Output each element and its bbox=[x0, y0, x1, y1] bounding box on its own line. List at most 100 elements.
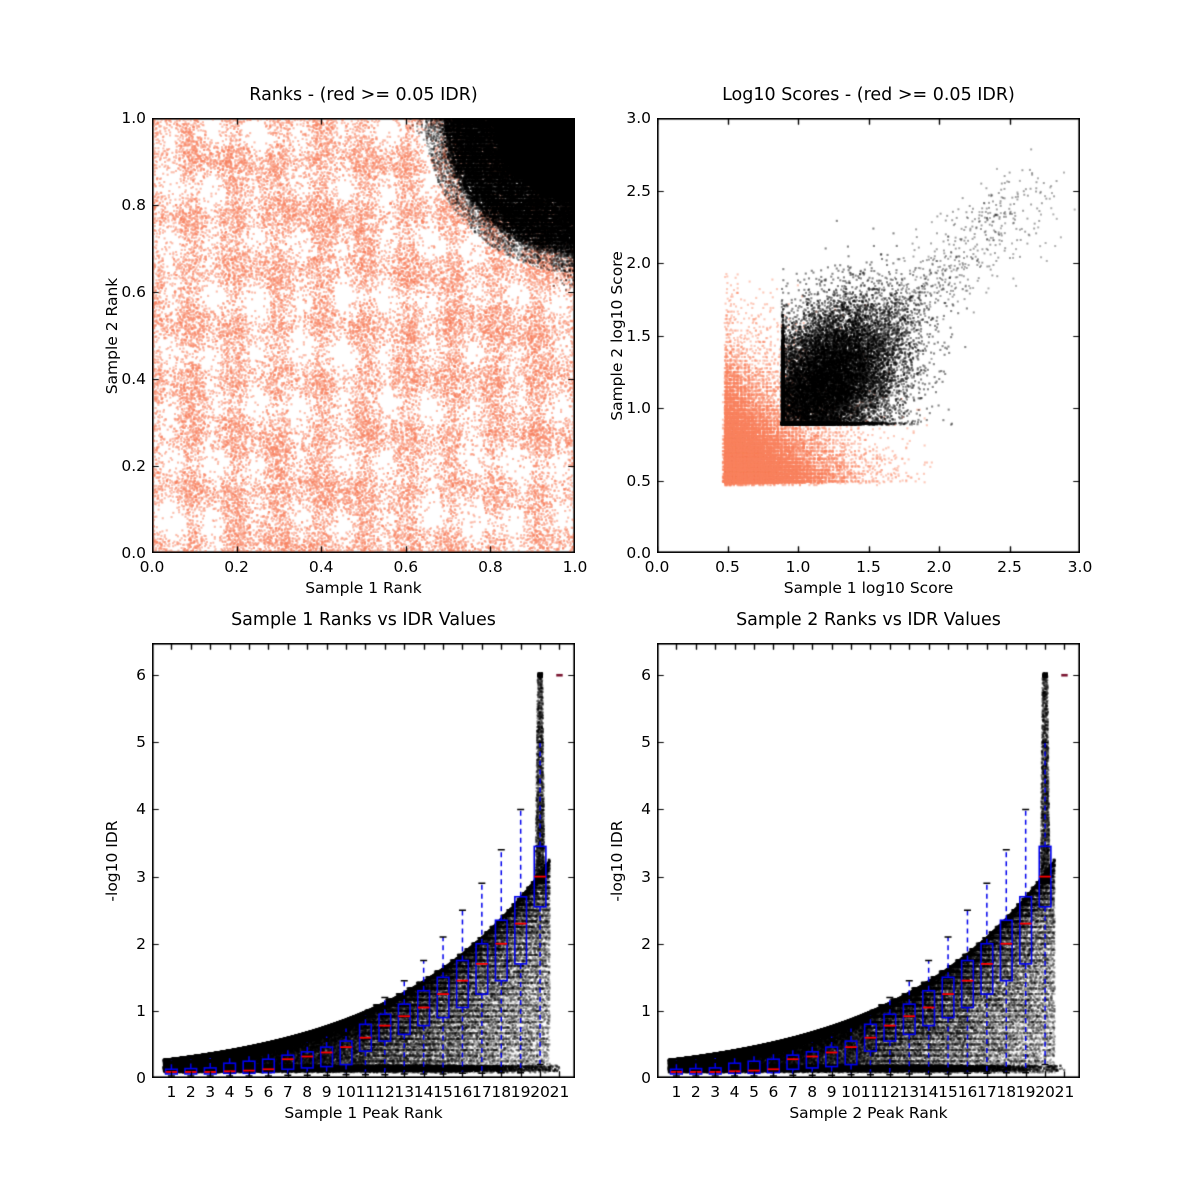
x-tick-label: 3.0 bbox=[1067, 558, 1093, 576]
x-tick-label: 8 bbox=[807, 1083, 818, 1101]
x-tick-label: 19 bbox=[1015, 1083, 1036, 1101]
ranks-scatter-canvas bbox=[152, 118, 575, 553]
y-tick-label: 3.0 bbox=[626, 109, 651, 127]
x-tick-label: 5 bbox=[749, 1083, 759, 1101]
y-tick-label: 1 bbox=[136, 1001, 146, 1020]
y-tick-label: 2.0 bbox=[626, 254, 651, 272]
x-tick-label: 1.0 bbox=[562, 558, 588, 576]
x-tick-label: 14 bbox=[413, 1083, 434, 1101]
x-tick-label: 3 bbox=[710, 1083, 721, 1101]
y-axis-label: -log10 IDR bbox=[103, 819, 121, 902]
x-tick-label: 0.4 bbox=[308, 558, 334, 576]
y-tick-label: 2 bbox=[136, 934, 146, 953]
y-tick-label: 1.5 bbox=[626, 326, 651, 345]
y-tick-label: 0.2 bbox=[121, 457, 146, 475]
plot-title: Log10 Scores - (red >= 0.05 IDR) bbox=[722, 85, 1015, 105]
y-tick-label: 1 bbox=[641, 1001, 651, 1020]
x-tick-label: 6 bbox=[768, 1083, 779, 1101]
x-tick-label: 9 bbox=[321, 1083, 332, 1101]
x-tick-label: 1.5 bbox=[856, 558, 881, 576]
y-tick-label: 0.0 bbox=[626, 544, 651, 562]
x-tick-label: 6 bbox=[263, 1083, 274, 1101]
x-tick-label: 2.0 bbox=[926, 558, 952, 576]
x-tick-label: 19 bbox=[510, 1083, 531, 1101]
x-axis-label: Sample 1 Rank bbox=[305, 579, 422, 597]
plot-title: Sample 2 Ranks vs IDR Values bbox=[736, 610, 1001, 630]
y-tick-label: 0.5 bbox=[626, 471, 651, 490]
x-tick-label: 21 bbox=[549, 1083, 570, 1101]
x-tick-label: 7 bbox=[787, 1083, 798, 1101]
x-tick-label: 16 bbox=[452, 1083, 473, 1101]
y-tick-label: 0.8 bbox=[121, 196, 146, 214]
x-tick-label: 15 bbox=[433, 1083, 453, 1101]
sample1-rank-vs-idr-canvas bbox=[152, 643, 575, 1078]
y-tick-label: 6 bbox=[136, 666, 146, 685]
y-axis-label: -log10 IDR bbox=[608, 819, 626, 902]
x-tick-label: 13 bbox=[899, 1083, 920, 1101]
plot-title: Ranks - (red >= 0.05 IDR) bbox=[249, 85, 478, 105]
x-tick-label: 2 bbox=[185, 1083, 196, 1101]
x-tick-label: 0.2 bbox=[224, 558, 249, 576]
x-tick-label: 7 bbox=[282, 1083, 293, 1101]
subplot-ranks: Ranks - (red >= 0.05 IDR) Sample 2 Rank … bbox=[103, 85, 587, 597]
x-tick-label: 11 bbox=[355, 1083, 376, 1101]
y-tick-label: 4 bbox=[641, 800, 651, 819]
x-tick-label: 1 bbox=[166, 1083, 177, 1101]
x-tick-label: 17 bbox=[471, 1083, 492, 1101]
log10-scores-scatter-canvas bbox=[657, 118, 1080, 553]
x-tick-label: 20 bbox=[530, 1083, 550, 1101]
subplot-log10-scores: Log10 Scores - (red >= 0.05 IDR) Sample … bbox=[608, 85, 1092, 597]
x-tick-label: 2.5 bbox=[997, 558, 1022, 576]
x-tick-label: 4 bbox=[224, 1083, 235, 1101]
x-tick-label: 18 bbox=[996, 1083, 1017, 1101]
x-tick-label: 10 bbox=[336, 1083, 356, 1101]
subplot-sample1-rank-vs-idr: Sample 1 Ranks vs IDR Values -log10 IDR … bbox=[103, 610, 575, 1122]
x-tick-label: 15 bbox=[938, 1083, 958, 1101]
x-tick-label: 0.0 bbox=[139, 558, 165, 576]
y-tick-label: 0.0 bbox=[121, 544, 146, 562]
x-axis-label: Sample 1 log10 Score bbox=[783, 579, 954, 597]
x-tick-label: 1 bbox=[671, 1083, 682, 1101]
plot-title: Sample 1 Ranks vs IDR Values bbox=[231, 610, 496, 630]
x-axis-label: Sample 2 Peak Rank bbox=[789, 1104, 948, 1122]
x-tick-label: 2 bbox=[690, 1083, 701, 1101]
x-tick-label: 1.0 bbox=[785, 558, 811, 576]
subplot-sample2-rank-vs-idr: Sample 2 Ranks vs IDR Values -log10 IDR … bbox=[608, 610, 1080, 1122]
x-tick-label: 0.0 bbox=[644, 558, 670, 576]
x-tick-label: 20 bbox=[1035, 1083, 1055, 1101]
x-tick-label: 0.6 bbox=[393, 558, 419, 576]
x-tick-label: 16 bbox=[957, 1083, 978, 1101]
y-tick-label: 0.6 bbox=[121, 283, 146, 301]
x-tick-label: 12 bbox=[879, 1083, 900, 1101]
y-tick-label: 2 bbox=[641, 934, 651, 953]
x-axis-label: Sample 1 Peak Rank bbox=[284, 1104, 443, 1122]
y-tick-label: 4 bbox=[136, 800, 146, 819]
x-tick-label: 8 bbox=[302, 1083, 313, 1101]
x-tick-label: 21 bbox=[1054, 1083, 1075, 1101]
y-tick-label: 0 bbox=[641, 1069, 651, 1087]
y-tick-label: 3 bbox=[136, 867, 146, 886]
x-tick-label: 12 bbox=[374, 1083, 395, 1101]
x-tick-label: 5 bbox=[244, 1083, 254, 1101]
x-tick-label: 13 bbox=[394, 1083, 415, 1101]
x-tick-label: 0.5 bbox=[715, 558, 740, 576]
y-tick-label: 0 bbox=[136, 1069, 146, 1087]
y-tick-label: 1.0 bbox=[626, 399, 651, 417]
y-tick-label: 2.5 bbox=[626, 181, 651, 200]
y-tick-label: 0.4 bbox=[121, 370, 146, 388]
y-tick-label: 1.0 bbox=[121, 109, 146, 127]
x-tick-label: 17 bbox=[976, 1083, 997, 1101]
x-tick-label: 18 bbox=[491, 1083, 512, 1101]
y-tick-label: 5 bbox=[641, 733, 651, 752]
x-tick-label: 3 bbox=[205, 1083, 216, 1101]
x-tick-label: 9 bbox=[826, 1083, 837, 1101]
x-tick-label: 10 bbox=[841, 1083, 861, 1101]
x-tick-label: 0.8 bbox=[478, 558, 503, 576]
y-tick-label: 3 bbox=[641, 867, 651, 886]
y-tick-label: 5 bbox=[136, 733, 146, 752]
sample2-rank-vs-idr-canvas bbox=[657, 643, 1080, 1078]
y-tick-label: 6 bbox=[641, 666, 651, 685]
x-tick-label: 11 bbox=[860, 1083, 881, 1101]
x-tick-label: 14 bbox=[918, 1083, 939, 1101]
